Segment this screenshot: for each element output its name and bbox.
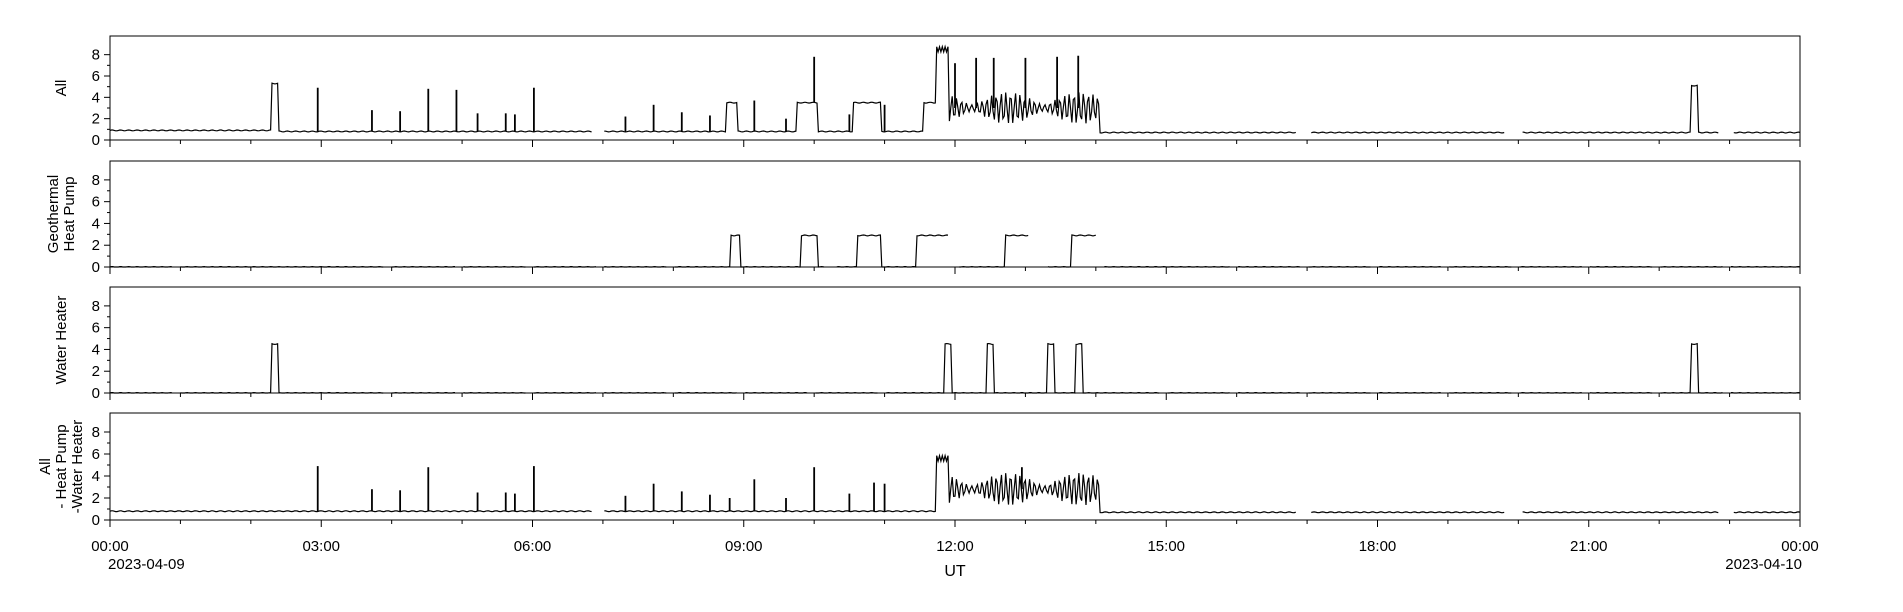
series-line bbox=[1661, 344, 1723, 393]
series-line bbox=[1523, 512, 1719, 513]
y-tick-label: 4 bbox=[92, 468, 100, 485]
series-line bbox=[675, 235, 824, 267]
y-tick-label: 4 bbox=[92, 215, 100, 232]
x-tick-label: 09:00 bbox=[725, 538, 763, 555]
series-line bbox=[604, 456, 1296, 513]
series-line bbox=[1734, 132, 1800, 133]
x-tick-label: 18:00 bbox=[1359, 538, 1397, 555]
x-tick-label: 15:00 bbox=[1147, 538, 1185, 555]
y-axis-label: - Heat Pump bbox=[53, 424, 70, 508]
x-tick-label: 12:00 bbox=[936, 538, 974, 555]
y-tick-label: 8 bbox=[92, 47, 100, 64]
y-axis-label: Geothermal bbox=[45, 175, 62, 253]
x-start-date: 2023-04-09 bbox=[108, 556, 185, 573]
series-line bbox=[110, 511, 592, 512]
series-line bbox=[180, 344, 383, 393]
x-axis-label: UT bbox=[944, 563, 966, 580]
panel-water-heater: 0 2 4 6 8 Water Heater bbox=[53, 287, 1800, 402]
x-axis: 00:00 03:00 06:00 09:00 12:00 15:00 18:00 21:00… bbox=[91, 538, 1819, 580]
series-line bbox=[1734, 512, 1800, 513]
panel-frame bbox=[110, 287, 1800, 393]
y-axis-label: -Water Heater bbox=[69, 420, 86, 514]
y-axis-label: All bbox=[53, 80, 70, 97]
panel-frame bbox=[110, 413, 1800, 520]
x-tick-label: 00:00 bbox=[91, 538, 129, 555]
panel-remainder: 0 2 4 6 8 All- Heat Pump-Water Heater bbox=[37, 413, 1800, 529]
series-line bbox=[1048, 235, 1096, 267]
series-line bbox=[886, 344, 1159, 393]
x-tick-label: 06:00 bbox=[514, 538, 552, 555]
y-tick-label: 2 bbox=[92, 490, 100, 507]
y-tick-label: 0 bbox=[92, 512, 100, 529]
y-tick-label: 2 bbox=[92, 237, 100, 254]
y-tick-label: 8 bbox=[92, 172, 100, 189]
y-tick-label: 6 bbox=[92, 446, 100, 463]
panel-frame bbox=[110, 161, 1800, 267]
y-tick-label: 0 bbox=[92, 259, 100, 276]
y-tick-label: 8 bbox=[92, 298, 100, 315]
x-tick-label: 21:00 bbox=[1570, 538, 1608, 555]
x-tick-label: 03:00 bbox=[302, 538, 340, 555]
y-axis-label: All bbox=[37, 458, 54, 475]
panel-all: 0 2 4 6 8 All bbox=[53, 36, 1800, 149]
y-axis-label: Heat Pump bbox=[61, 176, 78, 251]
series-line bbox=[604, 47, 1296, 133]
series-line bbox=[1311, 132, 1504, 133]
x-tick-label: 00:00 bbox=[1781, 538, 1819, 555]
y-tick-label: 8 bbox=[92, 424, 100, 441]
y-axis-label: Water Heater bbox=[53, 296, 70, 385]
series-line bbox=[837, 235, 948, 267]
y-tick-label: 2 bbox=[92, 111, 100, 128]
series-line bbox=[959, 235, 1028, 267]
y-tick-label: 2 bbox=[92, 363, 100, 380]
series-line bbox=[1311, 512, 1504, 513]
y-tick-label: 6 bbox=[92, 320, 100, 337]
y-tick-label: 0 bbox=[92, 132, 100, 149]
y-tick-label: 6 bbox=[92, 68, 100, 85]
y-tick-label: 4 bbox=[92, 341, 100, 358]
x-end-date: 2023-04-10 bbox=[1725, 556, 1802, 573]
y-tick-label: 4 bbox=[92, 89, 100, 106]
y-tick-label: 6 bbox=[92, 194, 100, 211]
series-line bbox=[110, 83, 592, 132]
series-line bbox=[1523, 85, 1719, 133]
y-tick-label: 0 bbox=[92, 385, 100, 402]
